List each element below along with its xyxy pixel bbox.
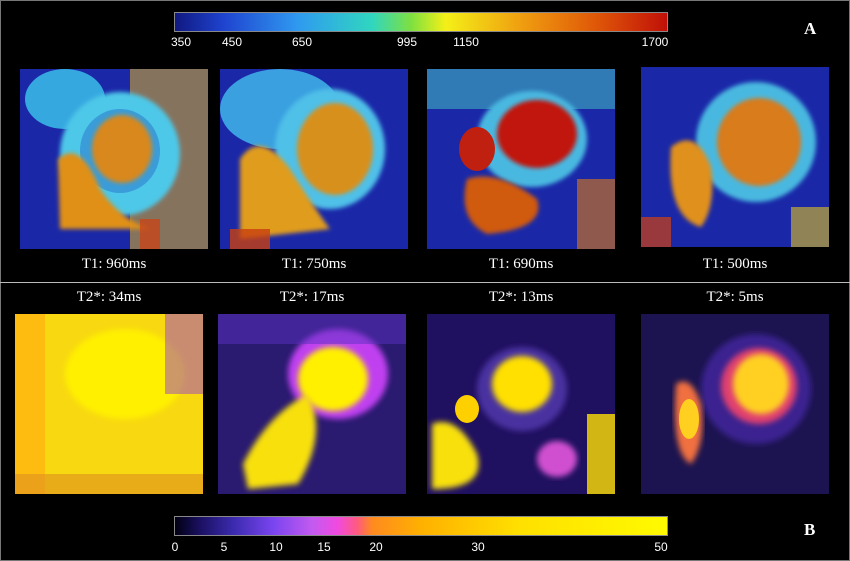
t2star-tick: 10: [269, 540, 283, 554]
t1-caption: T1: 500ms: [702, 256, 768, 272]
t1-map-2: [220, 69, 408, 249]
t1-tick: 995: [396, 35, 418, 49]
t1-map-3: [427, 69, 615, 249]
t2star-tick: 20: [369, 540, 383, 554]
t2-caption: T2*: 5ms: [706, 289, 764, 305]
t2-caption: T2*: 13ms: [488, 289, 554, 305]
t1-caption: T1: 750ms: [281, 256, 347, 272]
t2-caption: T2*: 17ms: [279, 289, 345, 305]
t2star-tick: 50: [654, 540, 668, 554]
t2star-tick: 5: [220, 540, 228, 554]
t2-map-2: [218, 314, 406, 494]
t2star-tick: 15: [317, 540, 331, 554]
t1-caption: T1: 960ms: [81, 256, 147, 272]
t2-map-3: [427, 314, 615, 494]
t1-tick: 650: [291, 35, 313, 49]
panel-letter-a: A: [804, 19, 817, 38]
t2-map-4: [641, 314, 829, 494]
panel-divider: [0, 282, 850, 283]
t1-tick: 350: [170, 35, 192, 49]
t1-caption: T1: 690ms: [488, 256, 554, 272]
t2-caption: T2*: 34ms: [76, 289, 142, 305]
t2-map-1: [15, 314, 203, 494]
t2star-tick: 30: [471, 540, 485, 554]
t1-colorbar: [174, 12, 668, 32]
t1-tick: 450: [221, 35, 243, 49]
t1-tick: 1700: [641, 35, 669, 49]
t1-map-4: [641, 67, 829, 247]
t2star-tick: 0: [171, 540, 179, 554]
t1-tick: 1150: [453, 35, 479, 49]
t1-map-1: [20, 69, 208, 249]
panel-letter-b: B: [804, 520, 816, 539]
t2star-colorbar: [174, 516, 668, 536]
